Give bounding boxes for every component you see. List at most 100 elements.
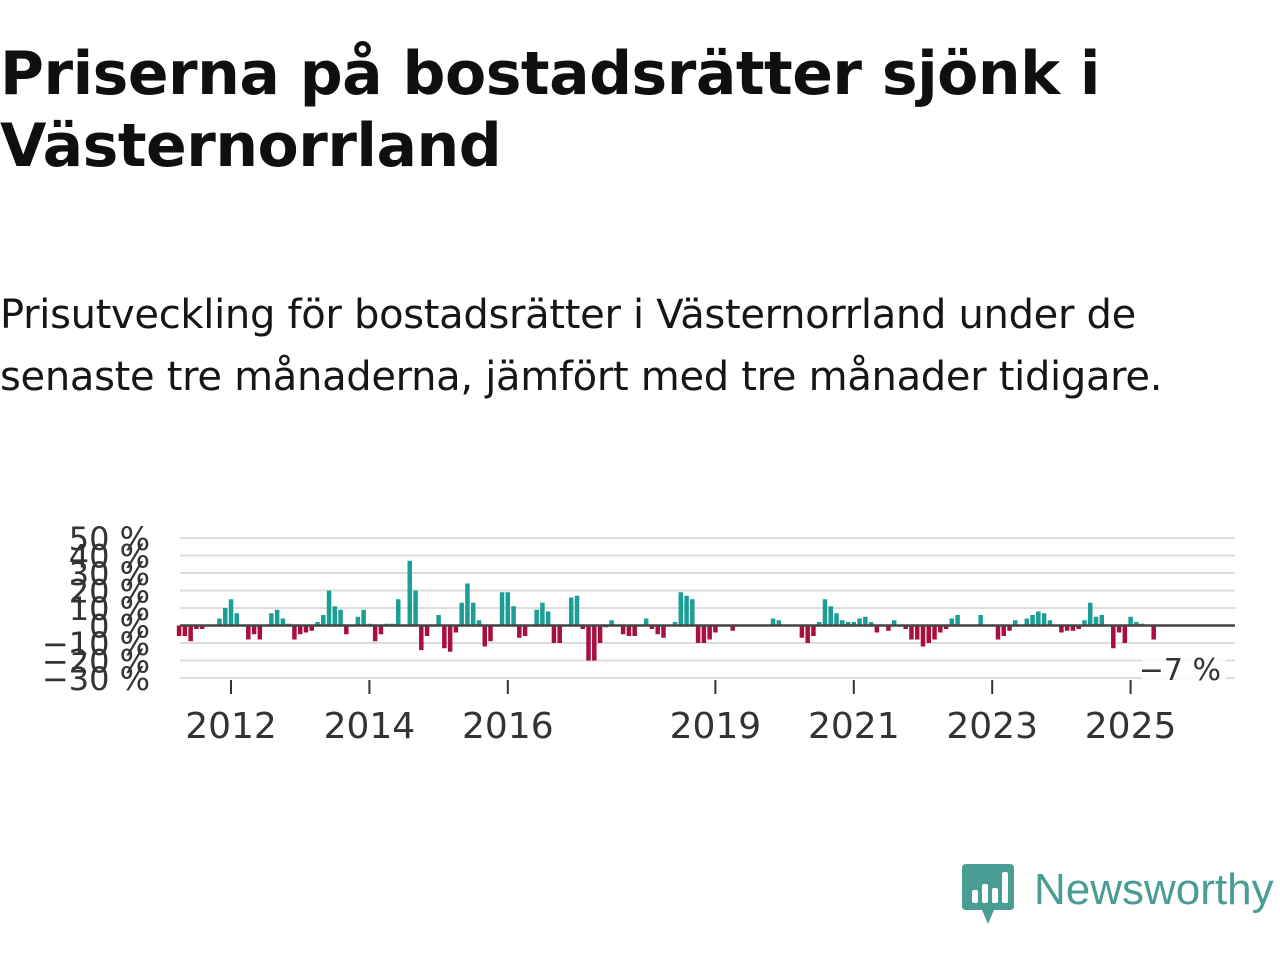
- bar: [1134, 622, 1139, 626]
- bar: [540, 602, 545, 626]
- bar: [874, 625, 880, 633]
- bar: [217, 618, 222, 626]
- bar: [488, 625, 493, 642]
- bar: [1116, 625, 1122, 633]
- bar: [920, 625, 926, 647]
- bar: [557, 625, 562, 643]
- bar: [672, 622, 678, 626]
- bar: [1128, 616, 1133, 626]
- bar: [1070, 625, 1076, 631]
- bar: [799, 625, 805, 638]
- bar: [938, 625, 943, 633]
- bar: [344, 625, 349, 635]
- bar: [1007, 625, 1012, 631]
- bar: [234, 613, 240, 626]
- bar: [851, 622, 857, 626]
- bar: [701, 625, 707, 643]
- bar: [297, 625, 303, 635]
- bar: [592, 625, 597, 661]
- bar: [1122, 625, 1128, 643]
- bar: [707, 625, 712, 640]
- x-tick-label: 2016: [462, 706, 554, 747]
- bar: [690, 599, 695, 626]
- y-tick-label: −10 %: [42, 625, 150, 663]
- bar: [730, 625, 735, 631]
- y-tick-label: −20 %: [42, 643, 150, 681]
- bar: [545, 611, 551, 626]
- bar: [378, 625, 384, 635]
- bar: [863, 616, 868, 626]
- bar: [955, 615, 960, 626]
- bar: [580, 625, 586, 629]
- y-tick-label: 0 %: [89, 608, 150, 646]
- bar: [251, 625, 257, 635]
- bar: [586, 625, 591, 661]
- bar: [447, 625, 453, 652]
- bar: [822, 599, 828, 626]
- bar: [661, 625, 666, 638]
- bar: [903, 625, 908, 629]
- x-tick-label: 2012: [185, 706, 277, 747]
- bar: [632, 625, 637, 636]
- newsworthy-logo-icon: [962, 864, 1014, 924]
- bar: [453, 625, 459, 633]
- bar: [1111, 625, 1116, 649]
- bar: [280, 618, 286, 626]
- newsworthy-logo: Newsworthy: [962, 864, 1278, 928]
- bar: [505, 592, 511, 626]
- bar: [321, 615, 326, 626]
- y-tick-label: −30 %: [42, 660, 150, 698]
- chart-subtitle: Prisutveckling för bostadsrätter i Väste…: [0, 292, 1163, 400]
- bar: [620, 625, 626, 635]
- bar: [199, 625, 205, 629]
- bar: [1076, 625, 1081, 629]
- bar: [228, 599, 234, 626]
- last-value-label: −7 %: [1139, 653, 1221, 688]
- bar: [459, 602, 464, 626]
- bar: [338, 609, 343, 626]
- y-axis-labels: 50 %40 %30 %20 %10 %0 %−10 %−20 %−30 %: [42, 520, 150, 698]
- bar: [1087, 602, 1093, 626]
- bar: [926, 625, 932, 643]
- bar: [845, 622, 851, 626]
- bar: [188, 625, 193, 642]
- bar: [551, 625, 557, 643]
- bar: [1036, 611, 1041, 626]
- bar: [574, 595, 580, 626]
- bar: [332, 606, 338, 626]
- bar: [909, 625, 914, 640]
- bar: [655, 625, 660, 635]
- bar: [678, 592, 684, 626]
- bar: [292, 625, 297, 640]
- grid-lines: [180, 537, 1235, 679]
- bar: [949, 618, 955, 626]
- bar: [1151, 625, 1156, 640]
- bar: [182, 625, 188, 636]
- bar: [932, 625, 937, 640]
- bar: [834, 613, 839, 626]
- bar: [395, 599, 401, 626]
- bar: [1001, 625, 1006, 636]
- bar: [868, 622, 874, 626]
- bar: [442, 625, 447, 649]
- bar: [886, 625, 891, 631]
- bar: [1093, 616, 1099, 626]
- bar: [1064, 625, 1070, 631]
- bar: [857, 618, 862, 626]
- x-axis: 2012 2014 2016 2019 2021 2023 2025: [185, 680, 1176, 747]
- bar: [914, 625, 920, 640]
- x-tick-label: 2021: [808, 706, 900, 747]
- bar: [770, 618, 776, 626]
- bar: [274, 609, 280, 626]
- bar: [470, 602, 476, 626]
- bar: [257, 625, 263, 640]
- bar: [995, 625, 1001, 640]
- newsworthy-logo-text: Newsworthy: [1034, 865, 1274, 914]
- bar: [1013, 620, 1018, 626]
- bar: [891, 620, 897, 626]
- bar: [534, 609, 539, 626]
- bar: [407, 560, 413, 626]
- bar: [684, 595, 689, 626]
- bar: [511, 606, 516, 626]
- bar: [361, 609, 366, 626]
